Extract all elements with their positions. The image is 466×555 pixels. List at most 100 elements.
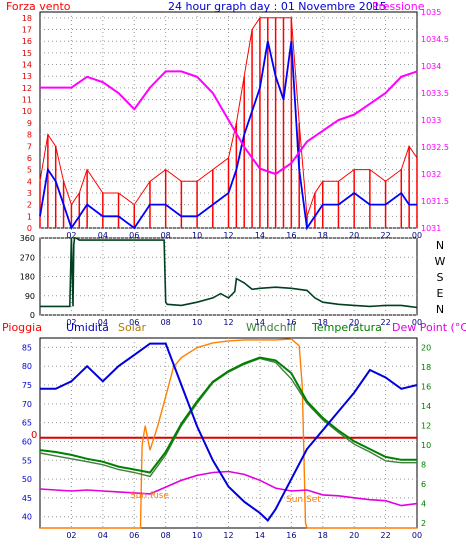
solar-header: Solar (118, 321, 147, 334)
wind-tick-label: 6 (27, 154, 32, 163)
sun-set-label: Sun Set (286, 495, 321, 505)
temp-tick-label: 14 (421, 402, 431, 411)
humidity-tick-label: 55 (22, 456, 32, 465)
temp-tick-label: 6 (421, 480, 426, 489)
x-tick-label: 20 (349, 531, 359, 540)
wind-tick-label: 12 (22, 84, 32, 93)
x-tick-label: 08 (161, 318, 171, 327)
wind-tick-label: 0 (27, 224, 32, 233)
humidity-line (40, 342, 418, 523)
wind-tick-label: 11 (22, 96, 32, 105)
x-tick-label: 00 (412, 318, 422, 327)
wind-tick-label: 4 (27, 177, 32, 186)
pressure-header: Pressione (372, 0, 425, 13)
tick-labels: 012345678910111213141516171810311031.510… (20, 8, 449, 540)
pressure-tick-label: 1035 (421, 8, 441, 17)
x-tick-label: 10 (192, 531, 202, 540)
humidity-tick-label: 50 (22, 475, 32, 484)
wind-tick-label: 15 (22, 49, 32, 58)
x-tick-label: 16 (286, 231, 296, 240)
x-tick-label: 22 (380, 531, 390, 540)
compass-label: W (435, 255, 446, 268)
x-tick-label: 04 (98, 531, 108, 540)
x-tick-label: 12 (223, 531, 233, 540)
wind-tick-label: 8 (27, 131, 32, 140)
temp-tick-label: 10 (421, 441, 431, 450)
direction-tick-label: 180 (20, 273, 35, 282)
pressure-tick-label: 1033 (421, 116, 441, 125)
x-tick-label: 14 (255, 531, 265, 540)
temp-tick-label: 18 (421, 363, 431, 372)
x-tick-label: 04 (98, 231, 108, 240)
x-tick-label: 00 (412, 231, 422, 240)
wind-tick-label: 9 (27, 119, 32, 128)
x-tick-label: 20 (349, 231, 359, 240)
temp-tick-label: 8 (421, 461, 426, 470)
rain-header: Pioggia (2, 321, 42, 334)
wind-tick-label: 14 (22, 61, 32, 70)
solar-line (40, 338, 417, 529)
pressure-tick-label: 1031.5 (421, 197, 449, 206)
wind-tick-label: 2 (27, 201, 32, 210)
wind-tick-label: 10 (22, 107, 32, 116)
wind-tick-label: 16 (22, 37, 32, 46)
humidity-tick-label: 60 (22, 437, 32, 446)
x-tick-label: 10 (192, 318, 202, 327)
x-tick-label: 20 (349, 318, 359, 327)
wind-tick-label: 7 (27, 142, 32, 151)
x-tick-label: 18 (318, 231, 328, 240)
compass-label: E (437, 287, 444, 300)
humidity-tick-label: 65 (22, 419, 32, 428)
direction-tick-label: 270 (20, 253, 35, 262)
wind-tick-label: 13 (22, 72, 32, 81)
x-tick-label: 06 (129, 531, 139, 540)
wind-force-header: Forza vento (6, 0, 71, 13)
humidity-tick-label: 75 (22, 381, 32, 390)
compass-label: N (436, 303, 444, 316)
pressure-line (40, 70, 418, 176)
chart-title: 24 hour graph day : 01 Novembre 2015 (168, 0, 387, 13)
temp-tick-label: 16 (421, 383, 431, 392)
pressure-tick-label: 1032 (421, 170, 441, 179)
compass-label: N (436, 239, 444, 252)
pressure-tick-label: 1034.5 (421, 35, 449, 44)
x-tick-label: 08 (161, 531, 171, 540)
pressure-tick-label: 1033.5 (421, 89, 449, 98)
x-tick-label: 14 (255, 231, 265, 240)
x-tick-label: 06 (129, 231, 139, 240)
x-tick-label: 22 (380, 231, 390, 240)
direction-tick-label: 0 (30, 311, 35, 320)
x-tick-label: 06 (129, 318, 139, 327)
x-tick-label: 12 (223, 231, 233, 240)
direction-line (40, 237, 418, 309)
x-tick-label: 08 (161, 231, 171, 240)
humidity-tick-label: 80 (22, 362, 32, 371)
x-tick-label: 16 (286, 531, 296, 540)
x-tick-label: 18 (318, 318, 328, 327)
humidity-tick-label: 45 (22, 494, 32, 503)
temperature-header: Temperatura (311, 321, 382, 334)
temp-tick-label: 20 (421, 344, 431, 353)
x-tick-label: 18 (318, 531, 328, 540)
wind-tick-label: 3 (27, 189, 32, 198)
dewpoint-line (39, 470, 418, 507)
sun-rise-label: Sun Rise (130, 491, 169, 501)
gust-line (39, 17, 418, 217)
humidity-tick-label: 85 (22, 343, 32, 352)
x-tick-label: 12 (223, 318, 233, 327)
pressure-tick-label: 1034 (421, 62, 441, 71)
direction-tick-label: 90 (25, 292, 35, 301)
temperature-line (39, 356, 417, 474)
x-tick-label: 00 (412, 531, 422, 540)
direction-tick-label: 360 (20, 234, 35, 243)
temp-tick-label: 12 (421, 422, 431, 431)
x-tick-label: 22 (380, 318, 390, 327)
dewpoint-header: Dew Point (°C) (392, 321, 466, 334)
x-tick-label: 04 (98, 318, 108, 327)
wind-tick-label: 18 (22, 14, 32, 23)
wind-line (39, 41, 417, 231)
wind-tick-label: 17 (22, 26, 32, 35)
wind-tick-label: 5 (27, 166, 32, 175)
temp-tick-label: 2 (421, 519, 426, 528)
